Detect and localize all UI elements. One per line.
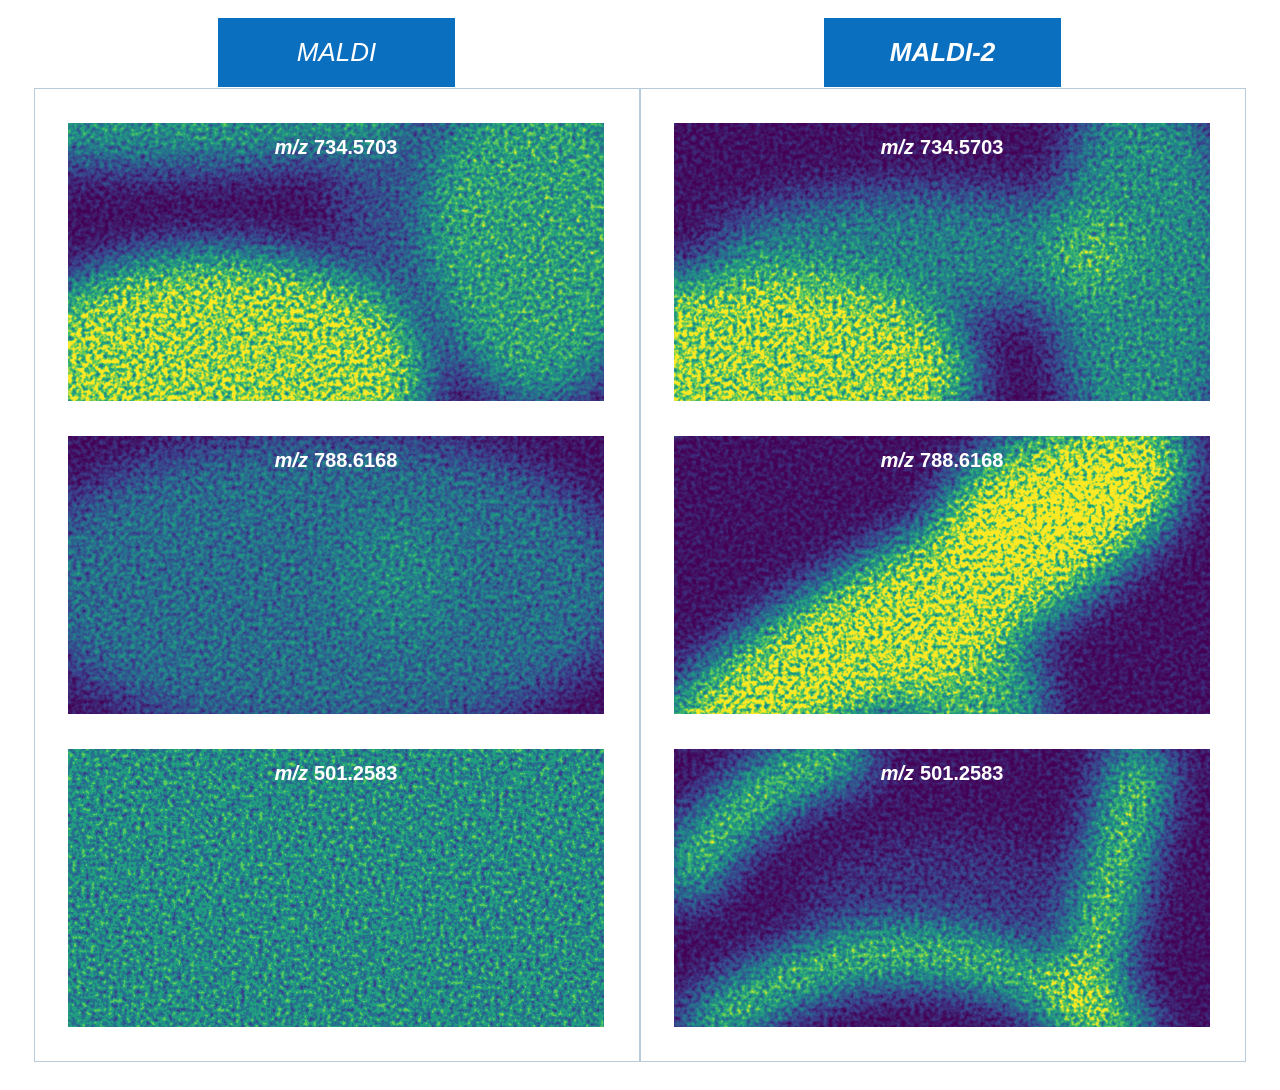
heatmap <box>674 749 1210 1027</box>
heatmap <box>68 123 604 401</box>
blobs <box>68 436 604 714</box>
mz-label: m/z 734.5703 <box>674 137 1210 160</box>
intensity <box>674 749 1210 1027</box>
mz-prefix: m/z <box>880 763 914 785</box>
mz-prefix: m/z <box>274 450 308 472</box>
ion-image: m/z 501.2583 <box>674 749 1210 1027</box>
divider <box>639 88 641 1062</box>
blob <box>338 123 458 313</box>
mz-label: m/z 788.6168 <box>674 450 1210 473</box>
heatmap <box>674 123 1210 401</box>
blob <box>940 436 1188 558</box>
mz-label: m/z 501.2583 <box>68 763 604 786</box>
base <box>68 749 604 1027</box>
mz-prefix: m/z <box>274 763 308 785</box>
intensity <box>674 436 1210 714</box>
intensity <box>68 123 604 401</box>
blob <box>714 193 1134 313</box>
mz-value: 501.2583 <box>919 763 1004 785</box>
mz-prefix: m/z <box>880 137 914 159</box>
blob <box>428 123 604 401</box>
heatmap <box>68 436 604 714</box>
heatmap <box>68 749 604 1027</box>
blob <box>904 636 1044 714</box>
ion-image: m/z 734.5703 <box>68 123 604 401</box>
blobs <box>674 749 1171 1027</box>
ion-image: m/z 788.6168 <box>68 436 604 714</box>
blob <box>68 123 408 163</box>
column-header: MALDI <box>218 18 455 87</box>
blob <box>68 436 604 714</box>
ion-image: m/z 734.5703 <box>674 123 1210 401</box>
blob <box>68 253 428 401</box>
mz-value: 734.5703 <box>313 137 398 159</box>
mz-label: m/z 788.6168 <box>68 450 604 473</box>
mz-prefix: m/z <box>274 137 308 159</box>
ion-image: m/z 788.6168 <box>674 436 1210 714</box>
mz-value: 734.5703 <box>919 137 1004 159</box>
mz-value: 501.2583 <box>313 763 398 785</box>
mz-label: m/z 734.5703 <box>68 137 604 160</box>
mz-label: m/z 501.2583 <box>674 763 1210 786</box>
blob <box>1048 749 1171 1027</box>
blobs <box>674 123 1210 401</box>
ion-image: m/z 501.2583 <box>68 749 604 1027</box>
heatmap <box>674 436 1210 714</box>
mz-prefix: m/z <box>880 450 914 472</box>
blob <box>804 839 1084 959</box>
blob <box>674 749 869 903</box>
mz-value: 788.6168 <box>919 450 1004 472</box>
intensity <box>68 436 604 714</box>
blob <box>1054 123 1210 401</box>
intensity <box>674 123 1210 401</box>
blob <box>338 516 458 636</box>
intensity <box>68 749 604 1027</box>
blobs <box>68 123 604 401</box>
column-header: MALDI-2 <box>824 18 1061 87</box>
blobs <box>674 436 1188 714</box>
mz-value: 788.6168 <box>313 450 398 472</box>
